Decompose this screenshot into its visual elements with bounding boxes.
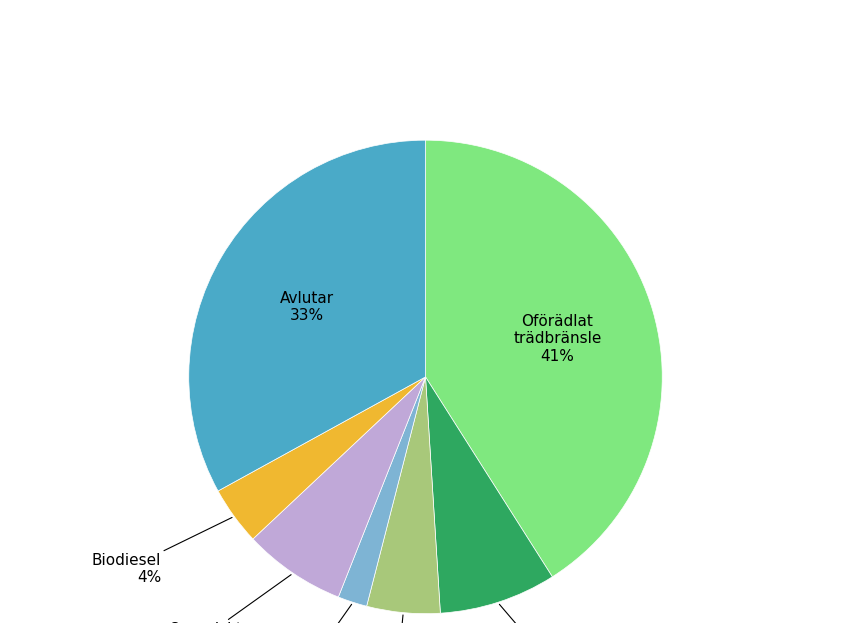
Text: Avlutar
33%: Avlutar 33% xyxy=(280,291,334,323)
Wedge shape xyxy=(426,140,662,577)
Wedge shape xyxy=(367,377,440,614)
Wedge shape xyxy=(189,140,426,491)
Wedge shape xyxy=(426,377,552,613)
Text: Förädlat
trädbränsle
8%: Förädlat trädbränsle 8% xyxy=(500,604,614,623)
Text: Övriga
biobränslen
5%: Övriga biobränslen 5% xyxy=(350,615,440,623)
Wedge shape xyxy=(253,377,426,597)
Text: Organiskt
hushållsavfall
7%: Organiskt hushållsavfall 7% xyxy=(138,574,291,623)
Text: Biodiesel
4%: Biodiesel 4% xyxy=(92,518,232,585)
Wedge shape xyxy=(218,377,426,539)
Text: Tall- och
beckolja
2%: Tall- och beckolja 2% xyxy=(261,604,351,623)
Text: Oförädlat
trädbränsle
41%: Oförädlat trädbränsle 41% xyxy=(513,314,602,363)
Wedge shape xyxy=(339,377,426,606)
